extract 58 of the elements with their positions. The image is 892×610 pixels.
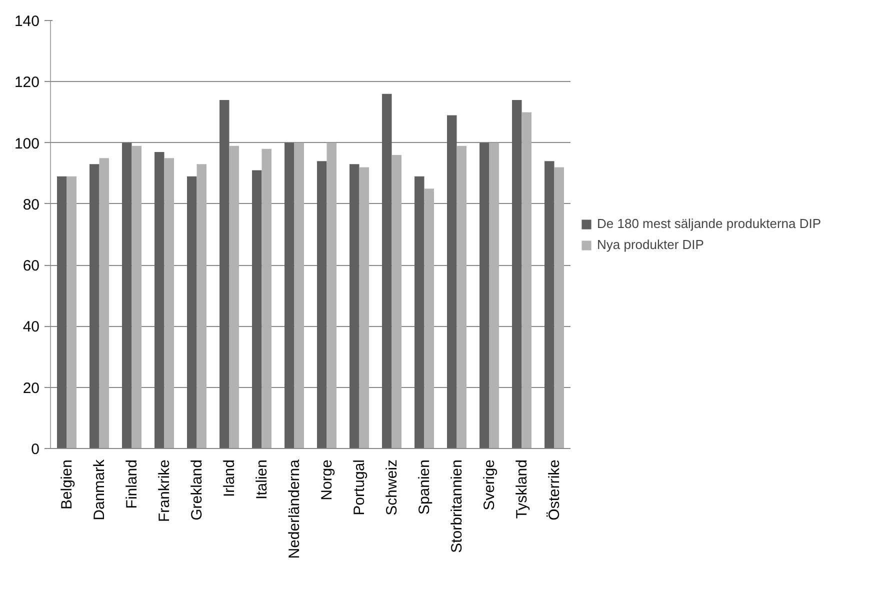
x-tick-label: Storbritannien [448,459,466,553]
bar [456,146,466,448]
bar [284,142,294,448]
bar [262,148,272,448]
bar [252,170,262,448]
x-tick-label: Frankrike [156,459,173,522]
bar [154,152,164,448]
bar [414,176,424,448]
bar [424,188,434,448]
bar [122,142,132,448]
y-tick-label: 140 [14,13,40,30]
bar [187,176,197,448]
bar [66,176,76,448]
y-tick-label: 80 [22,196,40,214]
bar [512,100,522,448]
legend-label: Nya produkter DIP [597,237,704,252]
y-tick-label: 100 [14,135,40,152]
bar [522,112,532,448]
bar [350,164,360,448]
x-tick-label: Belgien [58,459,76,510]
y-tick-label: 20 [22,380,40,397]
bar [392,155,402,448]
x-tick-label: Grekland [188,459,206,520]
bar [554,167,564,448]
x-tick-label: Spanien [416,459,433,515]
bar [447,115,457,448]
x-tick-label: Sverige [480,460,498,510]
bar [99,158,109,448]
x-tick-label: Danmark [90,459,108,520]
bar [489,142,499,448]
bar [544,161,554,448]
legend-label: De 180 mest säljande produkterna DIP [597,216,822,231]
y-tick-label: 120 [14,74,40,92]
x-tick-label: Norge [318,459,336,500]
x-tick-label: Irland [220,459,238,498]
bar [229,146,239,448]
x-tick-label: Tyskland [513,459,530,519]
bar [480,142,490,448]
y-tick-label: 60 [22,258,40,275]
bar [359,167,369,448]
x-tick-label: Italien [253,459,270,500]
x-tick-label: Nederländerna [286,458,303,559]
bar [294,142,304,448]
x-tick-label: Finland [123,459,140,509]
x-tick-label: Schweiz [383,459,400,516]
x-tick-label: Portugal [350,459,368,516]
bar [164,158,174,448]
bar [57,176,67,448]
bar [220,100,230,448]
bar [132,146,142,448]
bar [382,94,392,448]
bar [90,164,100,448]
bar [317,161,327,448]
y-tick-label: 0 [31,441,40,458]
x-tick-label: Österrike [546,460,563,520]
bar [326,142,336,448]
bar [196,164,206,448]
y-tick-label: 40 [22,318,40,336]
